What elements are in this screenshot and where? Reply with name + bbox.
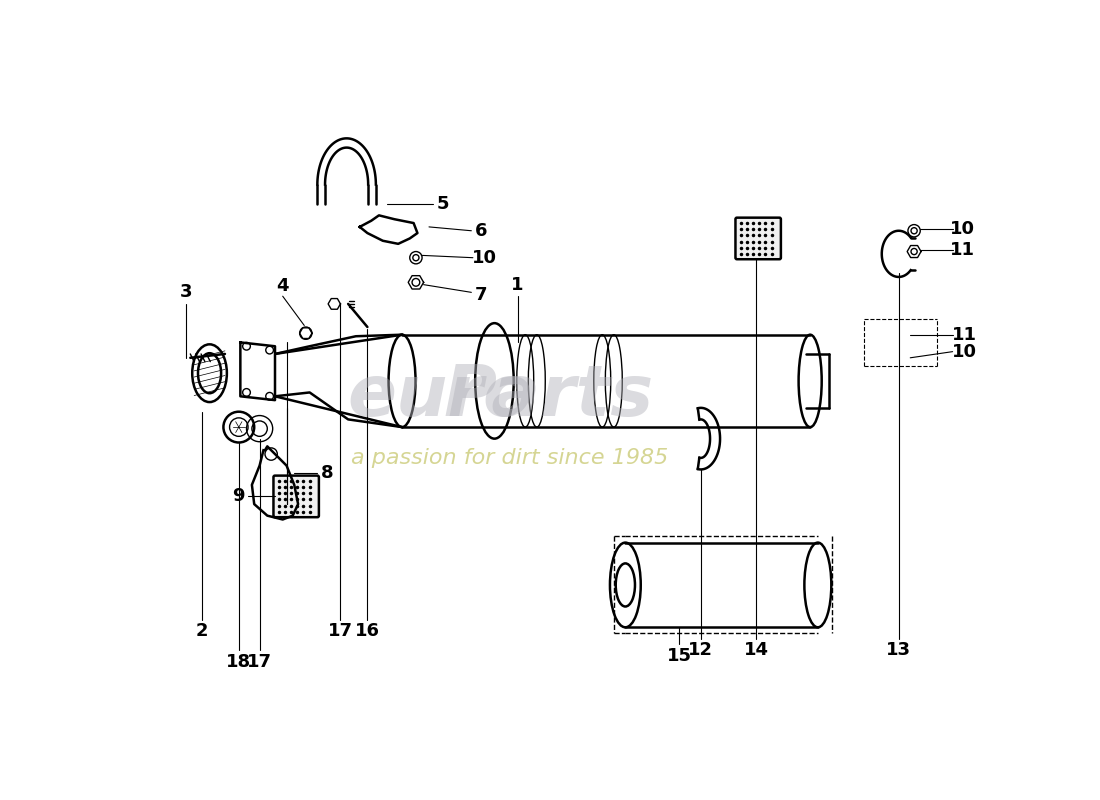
Text: 18: 18 [227, 653, 252, 671]
Text: 10: 10 [952, 342, 977, 361]
Text: 7: 7 [475, 286, 487, 304]
Text: 14: 14 [744, 642, 769, 659]
Polygon shape [241, 342, 275, 400]
Text: 12: 12 [689, 642, 713, 659]
Text: 9: 9 [232, 487, 244, 506]
FancyBboxPatch shape [736, 218, 781, 259]
Text: 15: 15 [667, 646, 692, 665]
Text: 10: 10 [472, 249, 497, 266]
Text: 11: 11 [952, 326, 977, 344]
Text: 4: 4 [276, 277, 289, 295]
Text: 10: 10 [950, 220, 975, 238]
Text: 6: 6 [475, 222, 487, 240]
Text: 17: 17 [328, 622, 353, 640]
Text: 8: 8 [321, 464, 333, 482]
Text: 2: 2 [196, 622, 208, 640]
Text: euro: euro [348, 362, 534, 430]
Text: 11: 11 [950, 241, 975, 259]
Text: 16: 16 [355, 622, 380, 640]
Text: Parts: Parts [443, 362, 653, 430]
Text: 13: 13 [887, 642, 911, 659]
Text: 5: 5 [437, 195, 449, 213]
Text: 17: 17 [248, 653, 272, 671]
FancyBboxPatch shape [274, 476, 319, 517]
Text: a passion for dirt since 1985: a passion for dirt since 1985 [351, 448, 669, 468]
Text: 3: 3 [180, 283, 192, 302]
Text: 1: 1 [512, 276, 524, 294]
